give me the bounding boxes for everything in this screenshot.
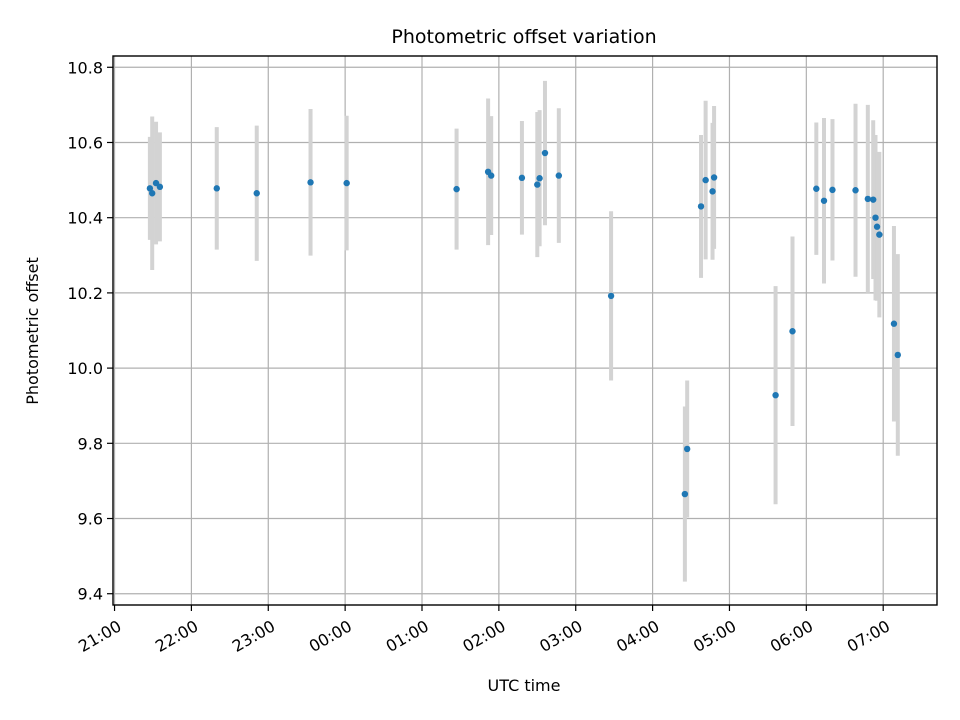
data-point xyxy=(253,190,260,197)
data-point xyxy=(870,196,877,203)
data-point xyxy=(702,176,709,184)
y-axis-ticks: 9.4 9.6 9.8 10.0 10.2 10.4 10.6 10.8 xyxy=(67,58,113,604)
data-point xyxy=(681,490,689,498)
data-points xyxy=(146,149,901,498)
data-point xyxy=(607,292,615,300)
data-point xyxy=(894,351,901,359)
data-point xyxy=(518,174,526,182)
y-tick-label: 10.4 xyxy=(67,209,103,228)
data-point xyxy=(487,172,495,179)
data-point xyxy=(710,174,718,181)
y-tick-label: 10.8 xyxy=(67,58,103,77)
data-point xyxy=(876,231,883,238)
data-point xyxy=(709,188,716,195)
y-tick-label: 10.0 xyxy=(67,359,103,378)
data-point xyxy=(697,203,705,210)
data-point xyxy=(213,185,220,192)
data-point xyxy=(146,185,154,192)
data-point xyxy=(820,197,828,204)
data-point xyxy=(890,320,898,327)
data-point xyxy=(864,195,872,203)
data-point xyxy=(343,179,350,187)
data-point xyxy=(873,223,881,230)
data-point xyxy=(536,175,543,182)
data-point xyxy=(852,187,859,194)
data-point xyxy=(555,172,563,179)
data-point xyxy=(829,186,836,194)
y-tick-label: 10.2 xyxy=(67,284,103,303)
data-point xyxy=(872,214,879,221)
y-axis-label: Photometric offset xyxy=(23,257,42,405)
data-point xyxy=(453,185,460,193)
plot-frame xyxy=(112,55,938,606)
data-point xyxy=(534,181,541,188)
data-point xyxy=(789,328,796,335)
data-point xyxy=(307,179,314,186)
data-point xyxy=(683,445,691,453)
y-tick-label: 9.8 xyxy=(78,434,103,453)
x-axis-label: UTC time xyxy=(488,676,561,695)
chart-title: Photometric offset variation xyxy=(391,26,656,48)
y-tick-label: 9.6 xyxy=(78,510,103,529)
y-tick-label: 9.4 xyxy=(78,585,103,604)
data-point xyxy=(541,149,549,157)
data-point xyxy=(772,391,779,399)
data-point xyxy=(149,190,156,197)
grid-lines xyxy=(113,56,937,605)
y-tick-label: 10.6 xyxy=(67,133,103,152)
data-point xyxy=(813,185,820,192)
data-point xyxy=(156,183,164,191)
